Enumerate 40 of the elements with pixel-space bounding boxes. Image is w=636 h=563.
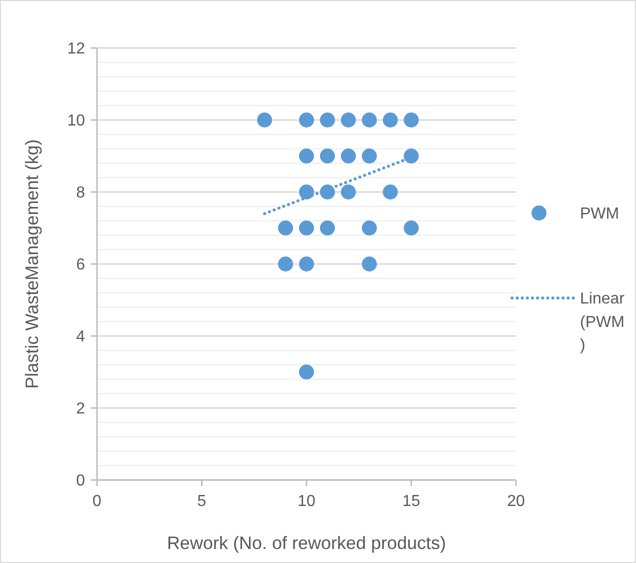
point xyxy=(299,184,314,200)
y-tick-label: 4 xyxy=(76,328,86,346)
x-tick-label: 20 xyxy=(507,493,525,510)
point xyxy=(320,112,335,128)
x-tick-label: 10 xyxy=(298,493,316,510)
legend-label: PWM xyxy=(580,206,620,223)
x-tick-label: 0 xyxy=(92,493,102,510)
point xyxy=(299,364,314,380)
point xyxy=(362,112,377,128)
point xyxy=(299,220,314,236)
point xyxy=(404,148,419,164)
legend-label: Linear (PWM ) xyxy=(580,290,626,354)
y-tick-label: 6 xyxy=(76,256,86,274)
point xyxy=(340,112,356,128)
point xyxy=(320,220,335,236)
x-tick-label: 15 xyxy=(402,493,420,510)
point xyxy=(299,256,314,272)
point xyxy=(404,112,419,128)
y-tick-label: 0 xyxy=(76,472,86,490)
point xyxy=(382,112,398,128)
y-tick-label: 10 xyxy=(67,112,86,130)
point xyxy=(278,256,294,272)
point xyxy=(362,148,377,164)
point xyxy=(362,220,377,236)
y-tick-label: 2 xyxy=(76,400,86,418)
point xyxy=(362,256,377,272)
y-axis-title: Plastic WasteManagement (kg) xyxy=(22,139,42,389)
point xyxy=(299,148,314,164)
y-tick-label: 8 xyxy=(76,184,86,202)
point xyxy=(340,184,356,200)
point xyxy=(404,220,419,236)
point xyxy=(320,148,335,164)
point xyxy=(278,220,294,236)
x-axis-title: Rework (No. of reworked products) xyxy=(166,533,446,553)
point xyxy=(340,148,356,164)
point xyxy=(382,184,398,200)
point xyxy=(257,112,272,128)
x-tick-label: 5 xyxy=(197,493,206,510)
point xyxy=(299,112,314,128)
y-tick-label: 12 xyxy=(67,40,86,58)
